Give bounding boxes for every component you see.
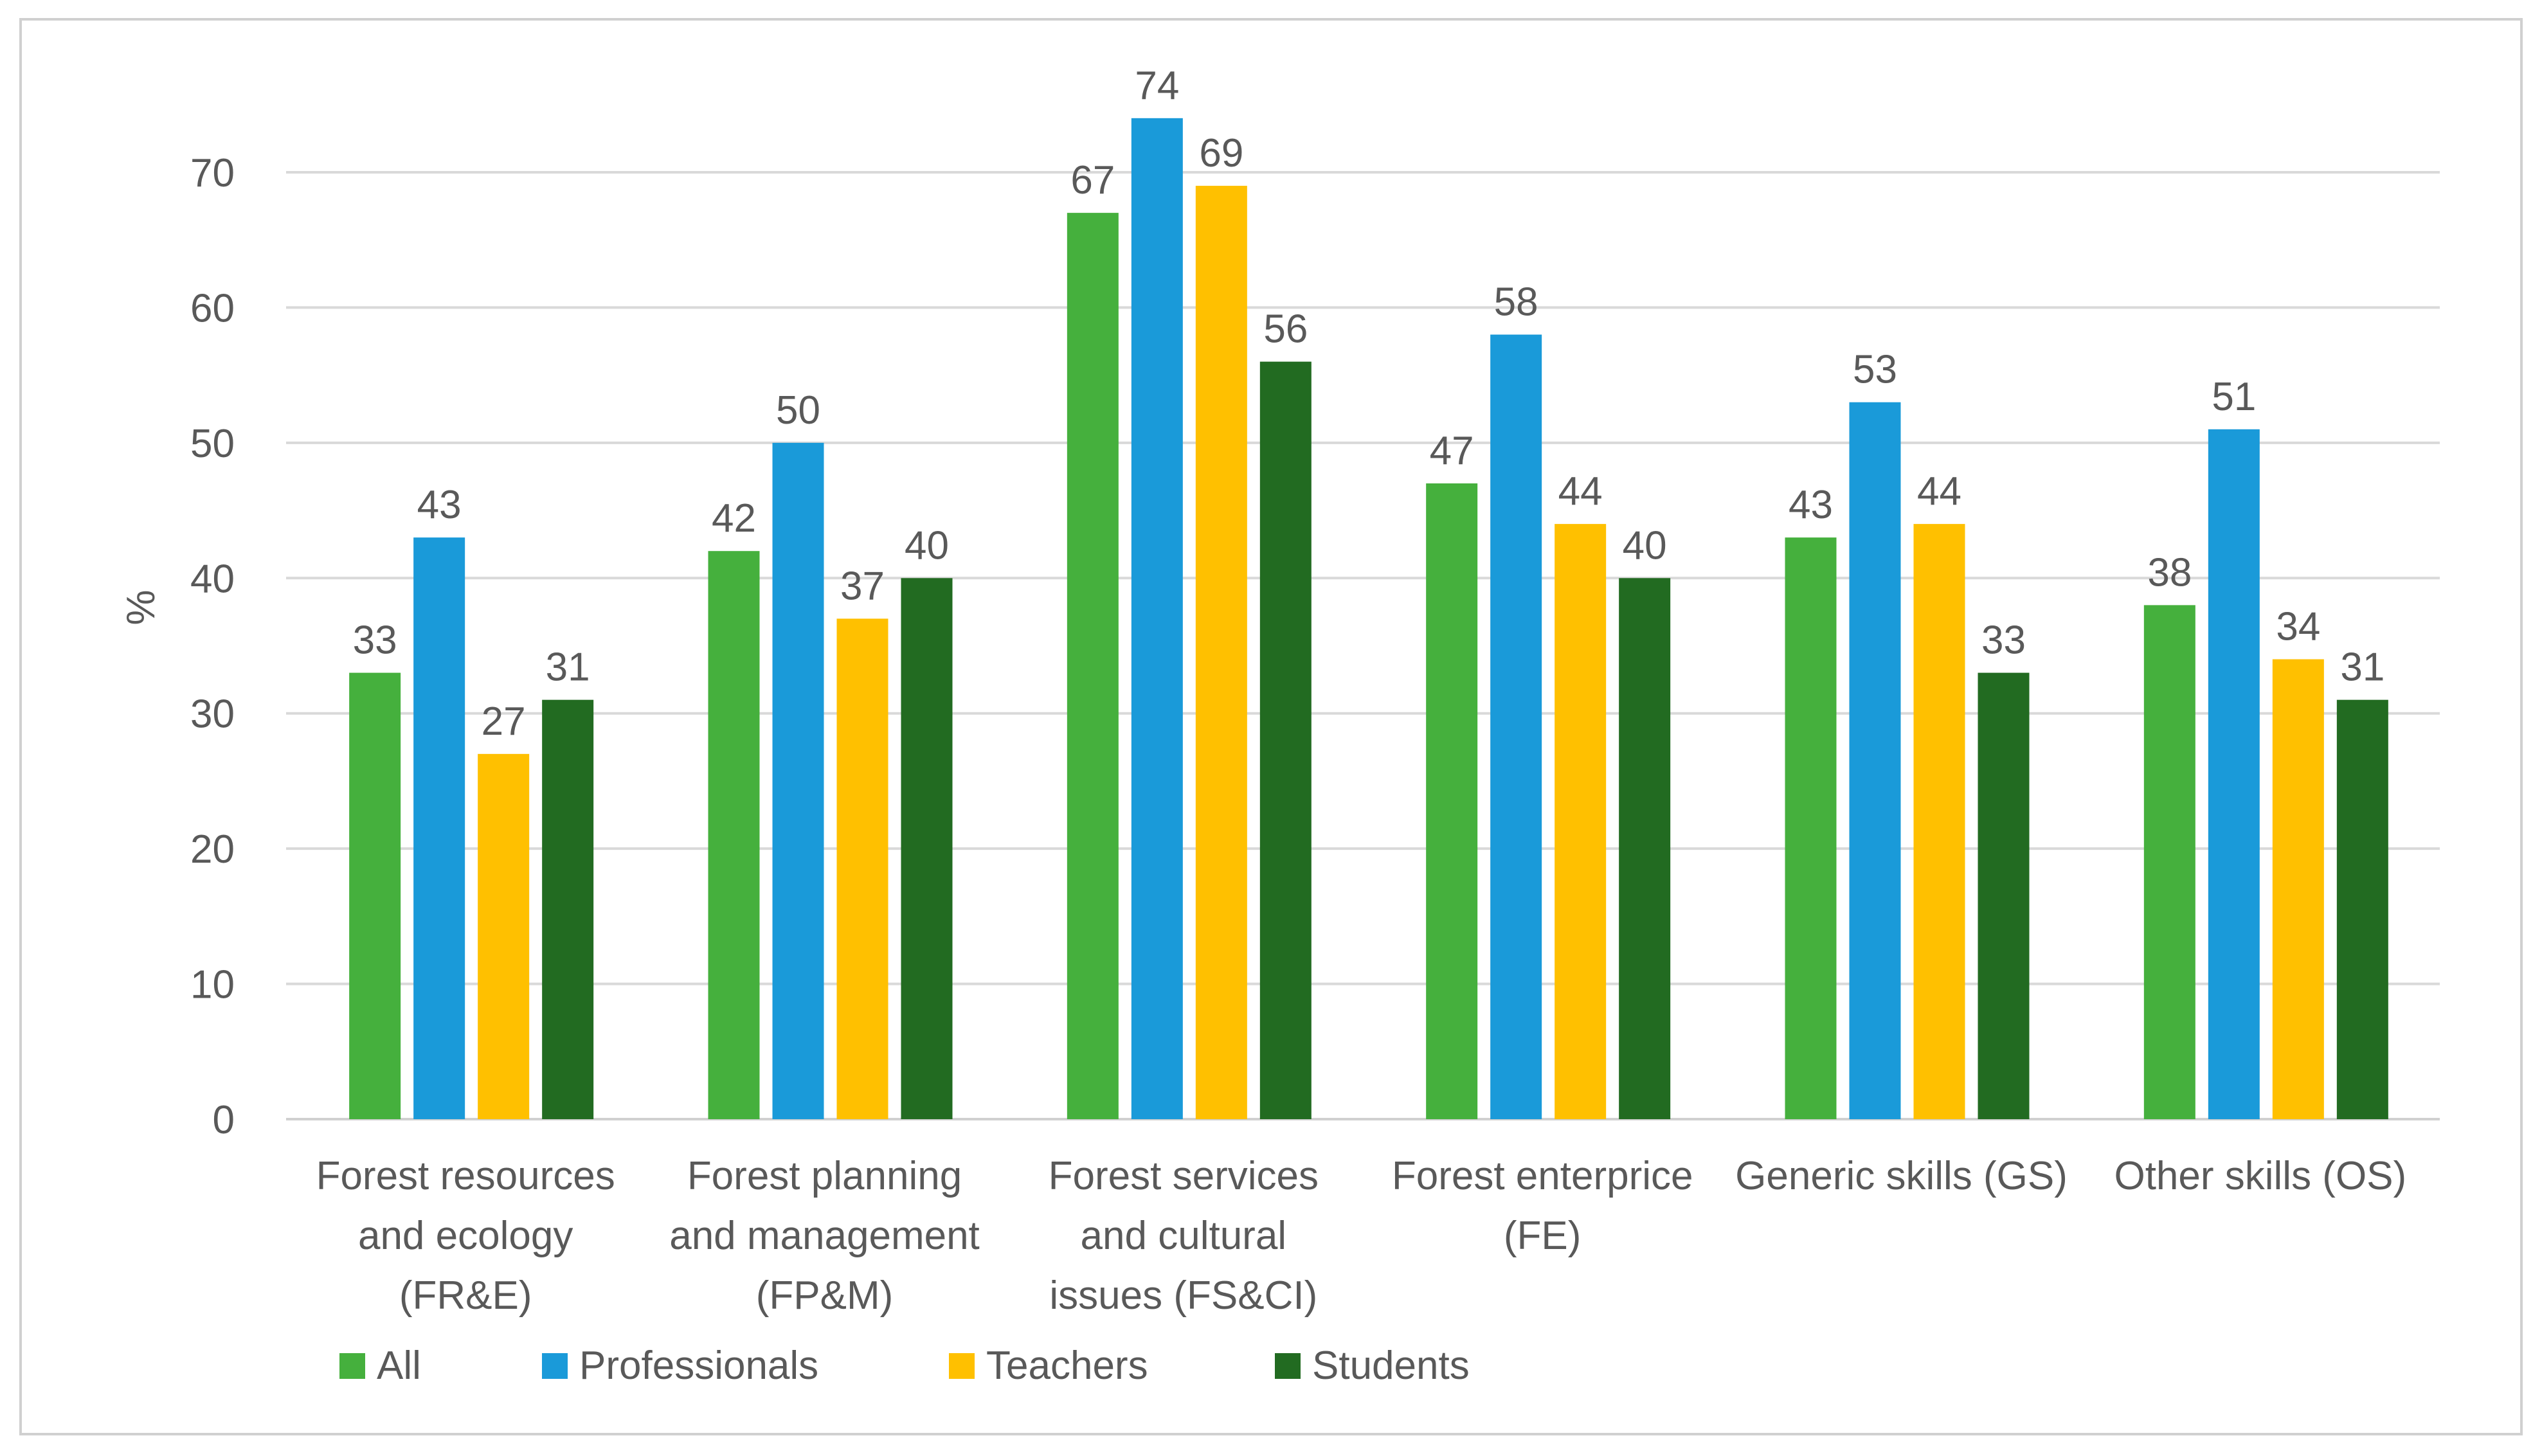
bar-teachers <box>1195 186 1247 1119</box>
data-label: 31 <box>2340 645 2384 690</box>
data-label: 38 <box>2147 550 2192 595</box>
data-label: 27 <box>482 699 526 744</box>
data-label: 37 <box>840 564 885 608</box>
data-label: 43 <box>417 483 462 527</box>
data-label: 51 <box>2212 375 2256 419</box>
data-label: 33 <box>353 618 397 663</box>
bar-students <box>542 699 594 1119</box>
x-tick-label: Forest resources and ecology (FR&E) <box>316 1154 615 1318</box>
bar-students <box>1978 672 2030 1119</box>
bars <box>349 118 2388 1120</box>
y-tick-label: 40 <box>190 557 235 601</box>
gridlines <box>286 171 2440 1120</box>
data-label: 58 <box>1494 280 1538 325</box>
bar-teachers <box>2272 659 2324 1119</box>
bar-students <box>1619 578 1671 1119</box>
data-label: 50 <box>776 388 820 433</box>
x-tick-label: Other skills (OS) <box>2114 1154 2406 1198</box>
data-label: 44 <box>1917 469 1961 514</box>
data-label: 43 <box>1789 483 1833 527</box>
data-label: 53 <box>1853 348 1897 392</box>
legend-swatch-teachers <box>949 1353 975 1379</box>
bar-all <box>708 551 760 1119</box>
legend-label-students: Students <box>1312 1344 1470 1388</box>
y-tick-label: 50 <box>190 422 235 466</box>
x-axis: Forest resources and ecology (FR&E) Forest … <box>316 1154 2407 1318</box>
data-label: 74 <box>1135 64 1179 108</box>
legend-swatch-students <box>1275 1353 1301 1379</box>
bar-teachers <box>836 618 888 1119</box>
x-tick-label: Forest services and cultural issues (FS&CI… <box>1049 1154 1319 1318</box>
y-axis-title: % <box>119 589 163 625</box>
bar-students <box>901 578 953 1119</box>
y-tick-label: 20 <box>190 827 235 872</box>
data-label: 56 <box>1263 307 1308 352</box>
bar-teachers <box>1555 524 1607 1119</box>
y-tick-label: 10 <box>190 963 235 1007</box>
x-tick-label: Forest enterprice (FE) <box>1392 1154 1693 1258</box>
data-label: 44 <box>1558 469 1603 514</box>
legend: All Professionals Teachers Students <box>339 1344 1470 1388</box>
data-label: 40 <box>905 523 949 568</box>
data-label: 42 <box>712 496 756 541</box>
bar-professionals <box>413 537 465 1119</box>
bar-professionals <box>1490 334 1542 1119</box>
bar-students <box>2336 699 2388 1119</box>
x-tick-label: Forest planning and management (FP&M) <box>669 1154 980 1318</box>
legend-label-teachers: Teachers <box>986 1344 1148 1388</box>
y-axis: 0 10 20 30 40 50 60 70% <box>119 151 235 1142</box>
bar-professionals <box>2208 429 2260 1120</box>
data-label: 33 <box>1981 618 2026 663</box>
bar-all <box>1426 483 1478 1119</box>
data-label: 40 <box>1623 523 1667 568</box>
bar-all <box>349 672 401 1119</box>
bar-teachers <box>478 753 530 1119</box>
y-tick-label: 60 <box>190 286 235 330</box>
y-tick-label: 30 <box>190 692 235 737</box>
data-label: 47 <box>1430 429 1474 473</box>
bar-all <box>1785 537 1837 1119</box>
bar-students <box>1259 361 1312 1119</box>
data-label: 34 <box>2276 605 2320 649</box>
data-label: 67 <box>1070 158 1115 202</box>
data-label: 31 <box>546 645 590 690</box>
bar-professionals <box>1849 402 1901 1120</box>
legend-swatch-professionals <box>542 1353 568 1379</box>
bar-professionals <box>1131 118 1183 1119</box>
y-tick-label: 0 <box>213 1098 235 1142</box>
data-labels: 33 43 27 31 42 50 37 40 67 74 69 56 47 58 44 40 43 53 44 33… <box>353 64 2385 744</box>
legend-label-all: All <box>377 1344 421 1388</box>
legend-label-professionals: Professionals <box>579 1344 818 1388</box>
x-tick-label: Generic skills (GS) <box>1735 1154 2068 1198</box>
data-label: 69 <box>1199 131 1243 175</box>
bar-teachers <box>1913 524 1965 1119</box>
bar-all <box>1067 213 1119 1120</box>
bar-professionals <box>772 442 824 1119</box>
y-tick-label: 70 <box>190 151 235 195</box>
legend-swatch-all <box>339 1353 365 1379</box>
bar-all <box>2143 605 2195 1119</box>
